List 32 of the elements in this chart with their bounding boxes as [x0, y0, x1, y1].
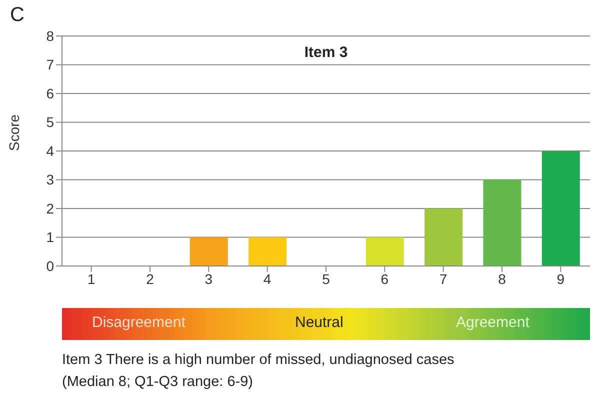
x-tick-label: 6 — [380, 270, 389, 287]
bar — [483, 180, 522, 266]
x-tick-label: 4 — [263, 270, 272, 287]
text: (Median 8; Q1-Q3 range: 6-9) — [62, 374, 254, 390]
y-tick-label: 2 — [46, 200, 54, 216]
bar — [248, 237, 287, 266]
y-tick-label: 0 — [46, 258, 54, 274]
y-axis-title: Score — [6, 114, 22, 151]
y-tick-label: 4 — [46, 142, 54, 159]
x-tick-label: 8 — [498, 270, 506, 287]
y-tick-label: 8 — [46, 28, 54, 44]
text: C — [10, 4, 24, 27]
x-tick-label: 2 — [146, 270, 154, 287]
bar — [366, 237, 404, 266]
y-tick-label: 5 — [46, 114, 54, 130]
bar — [424, 208, 463, 266]
x-tick-label: 5 — [322, 270, 330, 287]
text: Agreement — [456, 314, 530, 331]
y-tick-label: 7 — [46, 56, 54, 73]
text: Item 3 There is a high number of missed, undiagnosed cases — [62, 352, 454, 368]
x-tick-label: 3 — [204, 270, 213, 287]
text: Item 3 — [303, 44, 349, 61]
text: Disagreement — [92, 314, 186, 331]
x-tick-label: 9 — [556, 270, 565, 287]
text: Neutral — [295, 314, 344, 331]
bar — [190, 237, 228, 266]
x-tick-label: 1 — [87, 270, 96, 287]
bar — [542, 151, 580, 266]
y-tick-label: 1 — [46, 229, 54, 246]
y-tick-label: 6 — [46, 85, 54, 102]
x-tick-label: 7 — [439, 270, 448, 287]
y-tick-label: 3 — [46, 172, 54, 188]
